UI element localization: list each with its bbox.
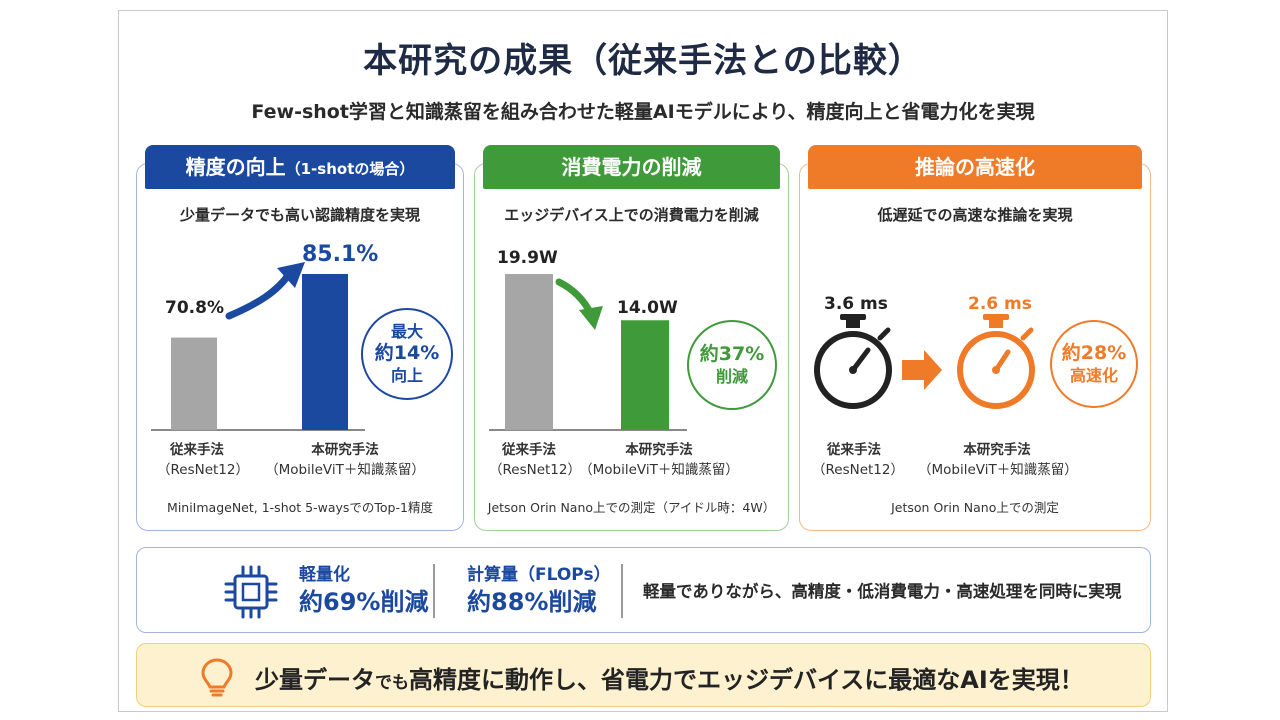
power-footnote: Jetson Orin Nano上での測定（アイドル時：4W）	[487, 500, 776, 515]
speed-footnote: Jetson Orin Nano上での測定	[891, 500, 1059, 515]
power-value-baseline: 19.9W	[497, 248, 558, 268]
accuracy-panel-header: 精度の向上（1-shotの場合）	[145, 145, 455, 189]
metrics-box: 軽量化 約69%削減 計算量（FLOPs） 約88%削減 軽量でありながら、高精…	[136, 547, 1151, 633]
accuracy-bar-baseline	[171, 337, 217, 430]
speed-panel-title: 推論の高速化	[915, 155, 1035, 179]
page-subtitle: Few-shot学習と知識蒸留を組み合わせた軽量AIモデルにより、精度向上と省電…	[251, 101, 1035, 123]
accuracy-panel-desc: 少量データでも高い認識精度を実現	[179, 206, 420, 224]
accuracy-improvement-badge: 最大 約14% 向上	[361, 308, 453, 400]
infographic-frame: 本研究の成果（従来手法との比較） Few-shot学習と知識蒸留を組み合わせた軽…	[118, 10, 1168, 712]
speed-arrow-icon	[902, 350, 942, 390]
power-bar-proposed	[621, 320, 669, 430]
accuracy-value-proposed: 85.1%	[302, 242, 379, 267]
accuracy-category-proposed: 本研究手法 （MobileViT＋知識蒸留）	[265, 442, 425, 478]
accuracy-panel-note: （1-shotの場合）	[285, 160, 415, 178]
power-category-baseline: 従来手法 （ResNet12）	[489, 442, 581, 478]
proposed-stopwatch-icon	[957, 314, 1035, 409]
lightbulb-icon	[201, 658, 233, 697]
power-bar-baseline	[505, 274, 553, 430]
speed-value-baseline: 3.6 ms	[824, 294, 888, 314]
speed-panel: 推論の高速化 低遅延での高速な推論を実現 3.6 ms 2.6 ms	[799, 145, 1151, 531]
metrics-summary: 軽量でありながら、高精度・低消費電力・高速処理を同時に実現	[643, 582, 1122, 601]
accuracy-arrowhead-icon	[277, 262, 305, 288]
speed-category-baseline: 従来手法 （ResNet12）	[812, 442, 904, 478]
accuracy-panel-title: 精度の向上	[185, 155, 286, 179]
power-panel: 消費電力の削減 エッジデバイス上での消費電力を削減 19.9W 14.0W 約3…	[474, 145, 789, 531]
power-value-proposed: 14.0W	[617, 298, 678, 318]
accuracy-footnote: MiniImageNet, 1-shot 5-waysでのTop-1精度	[167, 500, 433, 515]
speed-panel-header: 推論の高速化	[808, 145, 1142, 189]
power-reduction-badge: 約37% 削減	[687, 320, 777, 410]
accuracy-value-baseline: 70.8%	[165, 298, 224, 318]
power-panel-title: 消費電力の削減	[561, 155, 702, 179]
flops-metric: 計算量（FLOPs） 約88%削減	[467, 565, 611, 616]
accuracy-arrow-icon	[225, 270, 293, 320]
speed-category-proposed: 本研究手法 （MobileViT＋知識蒸留）	[918, 442, 1078, 478]
speed-value-proposed: 2.6 ms	[968, 294, 1032, 314]
power-bar-chart	[489, 274, 687, 431]
speed-graphic	[814, 314, 1035, 409]
accuracy-bar-chart	[151, 262, 365, 431]
metrics-divider-1	[433, 564, 435, 618]
power-panel-header: 消費電力の削減	[483, 145, 780, 189]
lightweight-metric: 軽量化 約69%削減	[299, 565, 429, 616]
conclusion-text: 少量データでも高精度に動作し、省電力でエッジデバイスに最適なAIを実現！	[255, 666, 1084, 694]
accuracy-category-baseline: 従来手法 （ResNet12）	[157, 442, 249, 478]
speed-improvement-badge: 約28% 高速化	[1050, 320, 1138, 408]
power-arrowhead-icon	[579, 306, 603, 330]
accuracy-bar-proposed	[302, 274, 348, 430]
power-category-proposed: 本研究手法 （MobileViT＋知識蒸留）	[579, 442, 739, 478]
accuracy-panel: 精度の向上（1-shotの場合） 少量データでも高い認識精度を実現 70.8% …	[136, 145, 464, 531]
cpu-chip-icon	[224, 565, 278, 619]
power-panel-desc: エッジデバイス上での消費電力を削減	[504, 206, 759, 224]
metrics-divider-2	[621, 564, 623, 618]
baseline-stopwatch-icon	[814, 314, 892, 409]
speed-panel-desc: 低遅延での高速な推論を実現	[877, 206, 1073, 224]
conclusion-banner: 少量データでも高精度に動作し、省電力でエッジデバイスに最適なAIを実現！	[136, 643, 1151, 707]
page-title: 本研究の成果（従来手法との比較）	[363, 41, 923, 81]
